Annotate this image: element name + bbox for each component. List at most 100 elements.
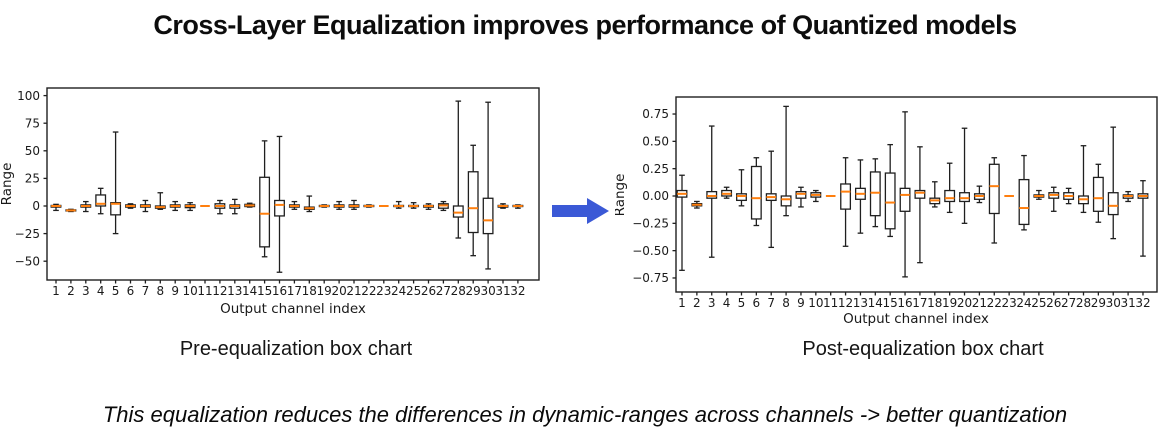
box-channel-10: [184, 202, 196, 212]
box-channel-28: [452, 100, 464, 239]
box-channel-25: [1033, 189, 1045, 200]
y-tick-label: 0.00: [642, 189, 669, 203]
box-channel-6: [125, 203, 136, 209]
box-channel-5: [110, 131, 122, 235]
box-channel-8: [154, 192, 166, 210]
x-tick-label: 25: [406, 284, 421, 298]
box-channel-9: [795, 186, 807, 208]
box-channel-24: [393, 200, 405, 209]
x-tick-label: 7: [767, 296, 775, 310]
box-channel-29: [467, 144, 479, 257]
box-channel-14: [869, 158, 881, 228]
x-tick-label: 11: [823, 296, 838, 310]
box-channel-31: [497, 203, 509, 209]
x-tick-label: 31: [495, 284, 510, 298]
x-tick-label: 6: [753, 296, 761, 310]
x-tick-label: 19: [317, 284, 332, 298]
box-channel-13: [229, 198, 241, 215]
box-channel-4: [721, 186, 733, 199]
x-tick-label: 15: [257, 284, 272, 298]
box-channel-26: [1048, 186, 1060, 212]
pre-chart-xlabel: Output channel index: [220, 301, 366, 317]
x-tick-label: 2: [67, 284, 75, 298]
post-chart-plot-area: 0.750.500.250.00−0.25−0.50−0.751 2 3 4 5 6 7 8 9…: [632, 96, 1158, 310]
box-channel-21: [348, 199, 360, 210]
box-channel-30: [482, 101, 494, 270]
box-channel-29: [1092, 163, 1104, 223]
box-channel-20: [959, 127, 970, 224]
x-tick-label: 1: [678, 296, 686, 310]
box-channel-8: [780, 105, 792, 217]
x-tick-label: 27: [1061, 296, 1076, 310]
post-equalization-chart: 0.750.500.250.00−0.25−0.50−0.751 2 3 4 5 6 7 8 9…: [615, 96, 1158, 327]
x-tick-label: 13: [227, 284, 242, 298]
x-tick-label: 3: [82, 284, 90, 298]
y-tick-label: 75: [25, 116, 40, 130]
x-tick-label: 2: [693, 296, 701, 310]
box-channel-3: [80, 200, 92, 213]
x-tick-label: 6: [127, 284, 135, 298]
right-arrow-icon: [552, 198, 609, 224]
x-tick-label: 12: [838, 296, 853, 310]
box-channel-10: [810, 189, 822, 203]
box-channel-26: [423, 203, 434, 210]
x-tick-label: 22: [987, 296, 1002, 310]
x-tick-label: 29: [1091, 296, 1106, 310]
y-tick-label: −50: [15, 254, 40, 268]
x-tick-label: 21: [972, 296, 987, 310]
x-tick-label: 12: [212, 284, 227, 298]
y-tick-label: 0: [32, 199, 40, 213]
x-tick-label: 4: [97, 284, 105, 298]
box-channel-28: [1078, 145, 1089, 214]
box-channel-12: [840, 157, 852, 247]
x-tick-label: 23: [376, 284, 391, 298]
x-tick-label: 16: [897, 296, 912, 310]
figure-note: This equalization reduces the difference…: [102, 402, 1068, 427]
box-channel-3: [706, 125, 718, 258]
figure-title: Cross-Layer Equalization improves perfor…: [153, 10, 1017, 40]
x-tick-label: 1: [52, 284, 60, 298]
x-tick-label: 23: [1001, 296, 1016, 310]
box-channel-19: [944, 162, 956, 214]
box-channel-21: [973, 185, 985, 204]
x-tick-label: 29: [466, 284, 481, 298]
x-tick-label: 30: [480, 284, 495, 298]
x-tick-label: 5: [738, 296, 746, 310]
x-tick-label: 13: [853, 296, 868, 310]
y-tick-label: −0.50: [632, 244, 669, 258]
box-channel-16: [899, 111, 911, 278]
x-tick-label: 20: [331, 284, 346, 298]
box-channel-9: [169, 200, 181, 212]
x-tick-label: 22: [361, 284, 376, 298]
x-tick-label: 8: [782, 296, 790, 310]
x-tick-label: 18: [927, 296, 942, 310]
x-tick-label: 31: [1120, 296, 1135, 310]
x-tick-label: 20: [957, 296, 972, 310]
y-tick-label: −25: [15, 227, 40, 241]
box-channel-13: [854, 159, 866, 234]
box-channel-15: [884, 143, 896, 238]
x-tick-label: 26: [421, 284, 436, 298]
y-tick-label: −0.75: [632, 271, 669, 285]
x-tick-label: 15: [883, 296, 898, 310]
x-tick-label: 4: [723, 296, 731, 310]
box-channel-16: [274, 135, 285, 273]
x-tick-label: 10: [182, 284, 197, 298]
box-channel-22: [988, 157, 1000, 244]
box-channel-7: [765, 150, 777, 249]
post-chart-xlabel: Output channel index: [843, 311, 989, 327]
x-tick-label: 14: [242, 284, 257, 298]
box-channel-2: [65, 208, 77, 213]
transformation-arrow: [550, 195, 612, 227]
x-tick-label: 24: [1016, 296, 1031, 310]
y-tick-label: −0.25: [632, 217, 669, 231]
box-channel-14: [244, 202, 256, 208]
box-channel-27: [1063, 187, 1075, 205]
x-tick-label: 17: [912, 296, 927, 310]
y-tick-label: 0.50: [642, 135, 669, 149]
box-channel-2: [691, 200, 703, 209]
